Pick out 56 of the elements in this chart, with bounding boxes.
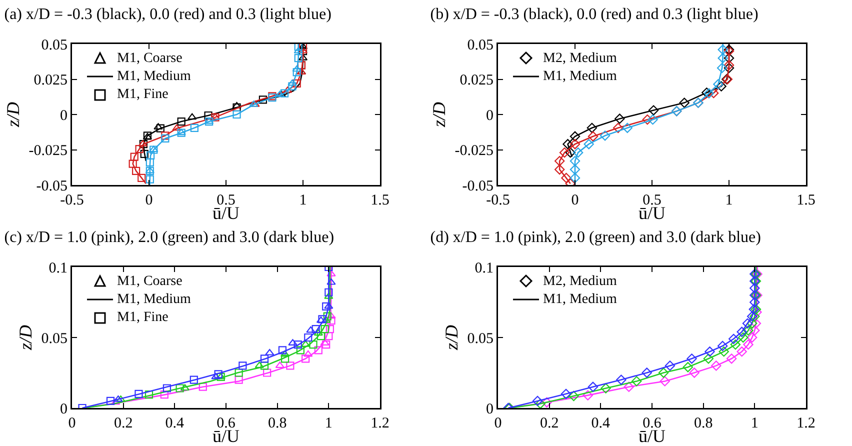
x-tick-label: 1.2 xyxy=(370,416,390,432)
x-tick-label: 0.4 xyxy=(591,416,611,432)
x-tick-label: 0 xyxy=(145,192,153,208)
annotation: M1, Coarse xyxy=(117,274,182,289)
chart-title: (a) x/D = -0.3 (black), 0.0 (red) and 0.3 (light blue) xyxy=(4,6,332,23)
annotation: M1, Medium xyxy=(117,69,191,84)
x-tick-label: 0.8 xyxy=(268,416,287,432)
x-tick-label: 1 xyxy=(324,416,332,432)
annotation: M1, Medium xyxy=(117,292,191,307)
y-tick-label: -0.05 xyxy=(462,178,494,194)
y-tick-label: 0.025 xyxy=(460,72,494,88)
y-tick-label: 0 xyxy=(60,401,68,418)
y-axis-title: z/D xyxy=(16,324,36,352)
y-tick-label: 0.1 xyxy=(474,260,494,276)
annotation: M1, Fine xyxy=(117,310,168,325)
y-tick-label: 0.05 xyxy=(467,37,494,54)
y-tick-label: 0.05 xyxy=(41,37,68,54)
annotation: M1, Medium xyxy=(543,69,617,84)
annotation: M1, Coarse xyxy=(117,51,182,66)
y-tick-label: 0 xyxy=(486,108,494,124)
y-tick-label: -0.025 xyxy=(454,143,494,159)
y-axis-title: z/D xyxy=(429,102,450,128)
x-tick-label: 1 xyxy=(299,192,307,208)
annotation: M2, Medium xyxy=(543,51,617,66)
x-tick-label: 1 xyxy=(750,416,758,432)
x-tick-label: -0.5 xyxy=(60,192,84,208)
x-tick-label: 1.2 xyxy=(796,416,816,432)
chart-title: (c) x/D = 1.0 (pink), 2.0 (green) and 3.0 (dark blue) xyxy=(4,228,334,246)
annotation: M1, Medium xyxy=(543,292,617,307)
y-tick-label: -0.025 xyxy=(28,143,68,159)
chart-title: (b) x/D = -0.3 (black), 0.0 (red) and 0.3 (light blue) xyxy=(430,6,758,23)
x-tick-label: 1.5 xyxy=(796,192,816,208)
y-tick-label: 0 xyxy=(60,108,68,124)
x-tick-label: -0.5 xyxy=(486,192,510,208)
x-tick-label: 0.6 xyxy=(216,416,236,432)
y-tick-label: 0.05 xyxy=(467,330,494,347)
x-tick-label: 0.5 xyxy=(216,192,236,208)
y-tick-label: -0.05 xyxy=(36,178,68,194)
x-tick-label: 0.6 xyxy=(642,416,662,432)
x-tick-label: 0 xyxy=(571,192,579,208)
x-tick-label: 0.2 xyxy=(114,416,133,432)
annotation: M2, Medium xyxy=(543,274,617,289)
x-tick-label: 0.5 xyxy=(642,192,662,208)
y-tick-label: 0.025 xyxy=(34,72,68,88)
x-tick-label: 1.5 xyxy=(370,192,390,208)
y-tick-label: 0.05 xyxy=(41,330,68,347)
y-axis-title: z/D xyxy=(3,102,24,128)
y-tick-label: 0.1 xyxy=(48,260,68,276)
x-tick-label: 0.4 xyxy=(165,416,185,432)
y-tick-label: 0 xyxy=(486,401,494,418)
x-tick-label: 0.2 xyxy=(540,416,559,432)
chart-title: (d) x/D = 1.0 (pink), 2.0 (green) and 3.0 (dark blue) xyxy=(430,228,761,246)
x-tick-label: 1 xyxy=(725,192,733,208)
y-axis-title: z/D xyxy=(442,324,462,352)
annotation: M1, Fine xyxy=(117,87,168,102)
x-tick-label: 0.8 xyxy=(694,416,713,432)
